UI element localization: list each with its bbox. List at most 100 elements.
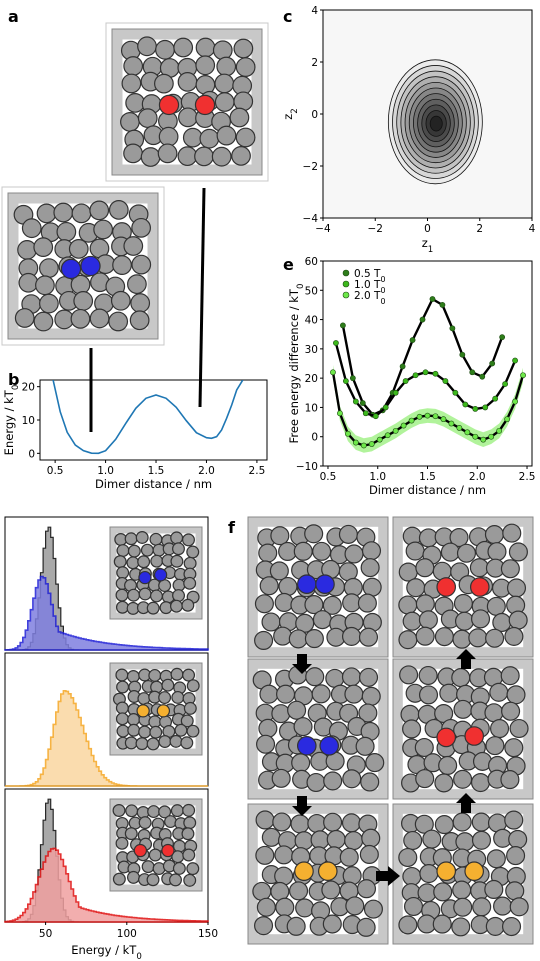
particle bbox=[146, 601, 160, 615]
particle bbox=[415, 769, 435, 789]
particle bbox=[177, 72, 198, 92]
particle bbox=[148, 848, 162, 862]
particle bbox=[124, 532, 138, 546]
particle bbox=[311, 684, 331, 704]
particle bbox=[454, 611, 475, 631]
chart-b-energy-profile: 0.5 1.0 1.5 2.0 2.5 0 10 20 Dimer distance / nm E… bbox=[2, 379, 268, 491]
particle bbox=[181, 598, 195, 612]
particle bbox=[141, 860, 155, 874]
particle bbox=[278, 576, 298, 597]
particle bbox=[135, 531, 149, 544]
particle bbox=[137, 555, 151, 569]
x-tick-label: 2.0 bbox=[469, 471, 486, 483]
y-tick-label: −2 bbox=[303, 161, 318, 173]
particle bbox=[271, 768, 291, 788]
particle bbox=[365, 753, 385, 773]
particle bbox=[505, 881, 525, 901]
particle bbox=[273, 626, 293, 646]
particle bbox=[305, 667, 325, 687]
data-point bbox=[422, 369, 429, 376]
particle bbox=[338, 524, 358, 544]
particle bbox=[405, 541, 425, 561]
data-point bbox=[376, 436, 383, 443]
path-snapshot bbox=[247, 803, 389, 945]
dimer-particle bbox=[315, 574, 335, 595]
particle bbox=[293, 717, 313, 737]
data-point bbox=[419, 316, 426, 323]
dimer-particle bbox=[436, 577, 457, 597]
particle bbox=[286, 916, 306, 936]
particle bbox=[312, 610, 332, 630]
particle bbox=[434, 815, 454, 835]
particle bbox=[182, 533, 195, 547]
inset-snapshot bbox=[109, 526, 203, 620]
particle bbox=[172, 839, 186, 853]
particle bbox=[123, 143, 143, 164]
energy-histogram bbox=[4, 847, 209, 923]
particle bbox=[121, 73, 142, 94]
particle bbox=[183, 576, 197, 590]
particle bbox=[39, 258, 59, 278]
particle bbox=[472, 897, 492, 917]
data-point bbox=[488, 433, 495, 440]
dimer-particle bbox=[464, 726, 485, 746]
particle bbox=[439, 683, 459, 703]
particle bbox=[356, 917, 376, 937]
particle bbox=[344, 544, 364, 564]
particle bbox=[274, 845, 294, 865]
particle bbox=[229, 107, 250, 128]
particle bbox=[344, 831, 364, 851]
data-point bbox=[472, 433, 479, 440]
particle bbox=[402, 866, 422, 887]
particle bbox=[485, 736, 505, 756]
particle bbox=[501, 916, 522, 937]
particle bbox=[452, 812, 472, 832]
particle bbox=[504, 810, 524, 830]
particle bbox=[123, 56, 144, 76]
particle bbox=[18, 272, 39, 293]
data-point bbox=[337, 410, 343, 417]
particle bbox=[468, 628, 488, 648]
particle bbox=[127, 723, 141, 737]
particle bbox=[254, 594, 274, 614]
particle bbox=[33, 237, 54, 258]
particle bbox=[131, 254, 152, 275]
particle bbox=[321, 880, 341, 900]
particle bbox=[453, 593, 473, 613]
particle bbox=[195, 37, 216, 58]
particle bbox=[361, 686, 381, 706]
particle bbox=[438, 755, 458, 775]
particle bbox=[470, 609, 491, 629]
particle bbox=[36, 203, 57, 224]
x-tick-label: 1.5 bbox=[148, 465, 165, 477]
data-point bbox=[449, 325, 456, 332]
particle bbox=[359, 844, 379, 865]
particle bbox=[255, 845, 275, 865]
particle bbox=[432, 914, 452, 934]
dimer-particle bbox=[317, 861, 338, 882]
transition-arrow bbox=[456, 649, 476, 669]
density-contour bbox=[429, 115, 443, 132]
data-point bbox=[352, 398, 359, 405]
data-point bbox=[342, 378, 349, 384]
particle bbox=[322, 914, 342, 934]
particle bbox=[112, 804, 126, 817]
x-tick-label: 150 bbox=[198, 928, 218, 940]
particle bbox=[180, 736, 194, 750]
particle bbox=[487, 542, 507, 562]
particle bbox=[170, 667, 184, 681]
particle bbox=[180, 714, 194, 728]
plot-area bbox=[330, 296, 526, 453]
transition-arrow bbox=[376, 866, 400, 886]
particle bbox=[358, 627, 379, 647]
particle bbox=[68, 239, 89, 259]
particle bbox=[137, 36, 157, 57]
particle bbox=[183, 816, 197, 830]
particle bbox=[126, 870, 140, 884]
data-point bbox=[480, 436, 487, 443]
particle bbox=[183, 701, 197, 715]
particle bbox=[89, 308, 110, 329]
particle bbox=[149, 532, 163, 546]
y-tick-label: 30 bbox=[305, 344, 318, 356]
particle bbox=[455, 832, 475, 852]
